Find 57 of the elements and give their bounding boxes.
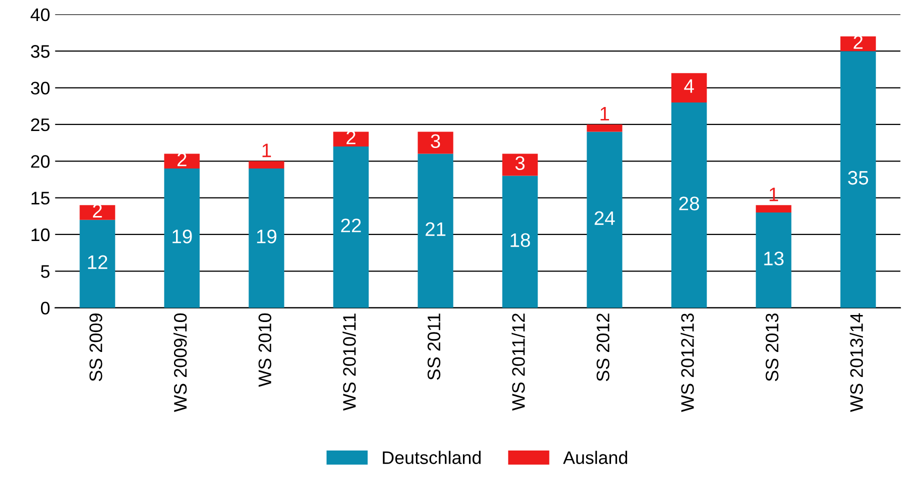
x-tick-label: WS 2013/14 [850,313,863,412]
data-label: 19 [257,230,276,244]
bar [502,154,538,176]
data-label: 12 [88,255,108,269]
data-label: 3 [430,134,440,148]
y-tick-label: 15 [32,192,50,205]
data-label: 19 [172,230,192,244]
y-tick-label: 40 [30,8,50,22]
data-label: 18 [510,233,530,248]
data-label: 24 [594,211,615,225]
x-tick-label: WS 2010 [258,313,272,387]
y-tick-label: 20 [31,155,50,168]
legend-label: Deutschland [382,450,481,464]
data-label: 1 [600,107,610,120]
bar [840,36,876,52]
bar [80,205,116,220]
y-tick-label: 10 [32,228,50,242]
bar [418,132,454,154]
x-tick-label: SS 2009 [89,314,102,382]
bar [756,205,792,212]
bar [333,132,369,146]
data-label: 2 [854,35,863,49]
data-label: 13 [764,252,784,266]
x-tick-label: SS 2013 [766,313,778,382]
bar [586,132,622,308]
data-label: 1 [262,144,271,158]
bar [333,146,369,308]
bar [248,161,284,168]
bar [671,73,707,102]
bar [502,176,538,308]
x-tick-label: WS 2009/10 [174,313,187,412]
data-label: 22 [341,218,361,232]
x-tick-label: SS 2011 [428,314,440,380]
y-tick-label: 30 [30,82,50,95]
data-label: 21 [426,222,446,236]
data-label: 28 [679,196,700,210]
y-tick-label: 0 [40,302,50,315]
x-tick-label: WS 2012/13 [680,313,694,412]
x-tick-label: SS 2012 [596,314,610,382]
y-tick-label: 5 [40,265,50,278]
data-label: 3 [515,156,525,170]
bar [418,154,454,308]
bar [80,220,116,308]
x-tick-label: WS 2010/11 [342,314,356,411]
y-tick-label: 25 [31,118,50,132]
bar [756,212,792,308]
bar [164,154,200,168]
bar [248,168,284,308]
x-tick-label: WS 2011/12 [512,314,525,411]
bar [164,168,200,308]
bar [840,51,876,308]
y-tick-label: 35 [30,45,50,58]
data-label: 4 [684,79,694,93]
legend-label: Ausland [563,450,628,464]
bar [586,124,622,132]
bar [671,102,707,308]
data-label: 35 [848,170,868,185]
